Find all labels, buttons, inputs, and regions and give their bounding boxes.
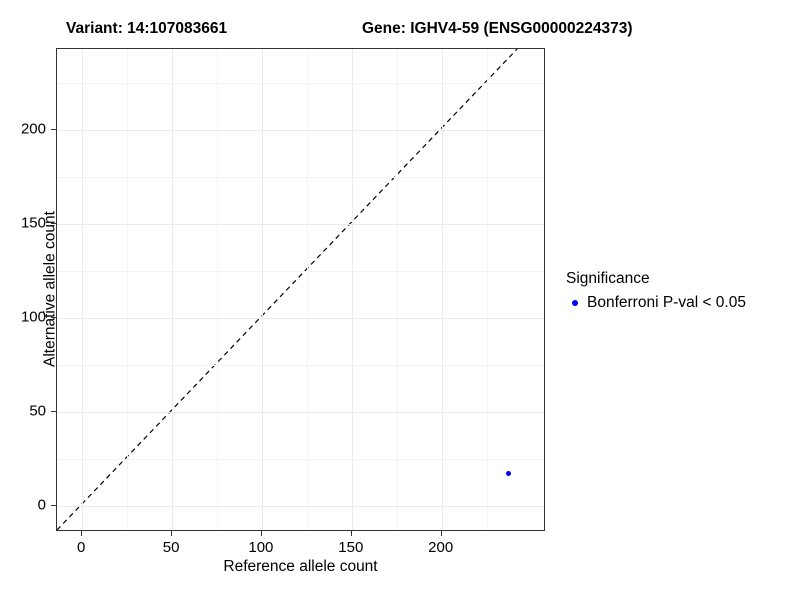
y-tick-mark <box>51 128 56 130</box>
legend-dot-icon <box>572 300 578 306</box>
y-tick-mark <box>51 316 56 318</box>
x-tick-label: 50 <box>162 539 180 556</box>
gridline <box>396 49 398 530</box>
plot-panel <box>56 48 545 531</box>
legend-item[interactable]: Bonferroni P-val < 0.05 <box>566 293 796 313</box>
variant-title: Variant: 14:107083661 <box>66 20 228 37</box>
gridline <box>57 176 544 178</box>
gridline <box>127 49 129 530</box>
data-point <box>505 471 511 477</box>
gridline <box>217 49 218 530</box>
y-tick-label: 50 <box>29 402 46 420</box>
y-axis-title: Alternative allele count <box>41 211 59 367</box>
gridline <box>351 49 353 530</box>
gridline <box>57 411 544 413</box>
y-tick-mark <box>51 504 56 506</box>
y-tick-mark <box>51 410 56 412</box>
gridline <box>57 270 544 272</box>
x-tick-label: 150 <box>338 539 364 556</box>
x-tick-mark <box>81 531 83 536</box>
legend: Significance Bonferroni P-val < 0.05 <box>566 270 796 313</box>
x-tick-label: 100 <box>248 539 274 556</box>
gridline <box>57 82 544 84</box>
gridline <box>261 49 263 530</box>
y-tick-label: 150 <box>20 214 46 232</box>
gridline <box>441 49 443 530</box>
x-tick-label: 0 <box>77 539 86 556</box>
y-tick-mark <box>51 222 56 224</box>
x-tick-label: 200 <box>428 539 454 556</box>
gridline <box>172 49 174 530</box>
x-tick-mark <box>440 531 442 536</box>
chart-title-row: Variant: 14:107083661 Gene: IGHV4-59 (EN… <box>0 20 800 44</box>
gridline <box>57 223 544 225</box>
legend-title: Significance <box>566 270 650 287</box>
diagonal-reference-line <box>57 49 518 530</box>
x-tick-mark <box>350 531 352 536</box>
y-tick-label: 0 <box>37 496 46 514</box>
legend-item-label: Bonferroni P-val < 0.05 <box>587 294 746 311</box>
legend-key-icon <box>566 294 584 312</box>
gridline <box>82 49 84 530</box>
gridline <box>57 129 544 131</box>
y-tick-label: 200 <box>20 120 46 138</box>
gridline <box>486 49 488 530</box>
y-tick-label: 100 <box>20 308 46 326</box>
gridline <box>57 317 544 319</box>
x-axis-title: Reference allele count <box>223 558 378 575</box>
x-tick-mark <box>171 531 173 536</box>
gene-title: Gene: IGHV4-59 (ENSG00000224373) <box>362 20 633 37</box>
x-tick-mark <box>260 531 262 536</box>
gridline <box>57 364 544 366</box>
gridline <box>57 458 544 460</box>
gridline <box>57 505 544 507</box>
gridline <box>306 49 308 530</box>
legend-items: Bonferroni P-val < 0.05 <box>566 293 796 313</box>
